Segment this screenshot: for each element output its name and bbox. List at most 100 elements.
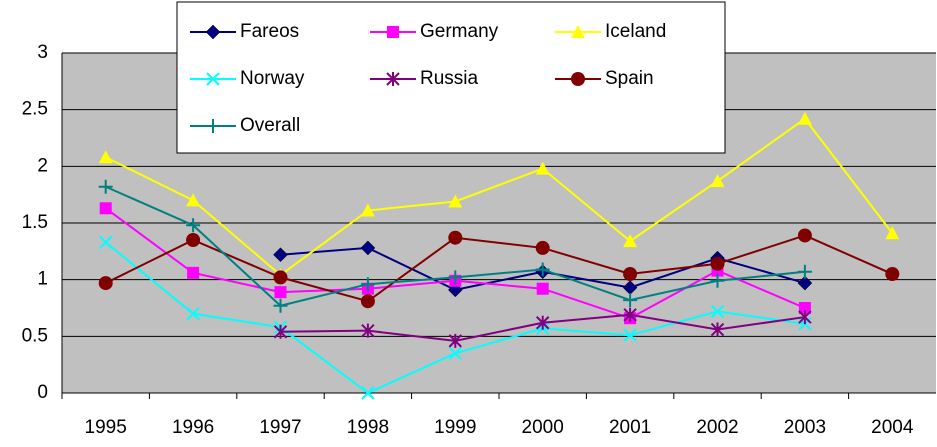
legend <box>176 1 726 154</box>
marker-shape <box>797 275 813 291</box>
marker-shape <box>623 234 638 248</box>
marker-shape <box>360 240 376 256</box>
marker <box>623 293 638 308</box>
marker <box>186 233 201 247</box>
marker <box>535 240 550 255</box>
marker-shape <box>798 310 812 325</box>
marker-shape <box>885 226 900 240</box>
x-tick-label: 2000 <box>522 417 564 438</box>
marker-shape <box>186 306 200 321</box>
y-tick-label: 3 <box>37 42 48 63</box>
marker <box>885 267 900 281</box>
marker <box>571 72 585 86</box>
y-tick-label: 0.5 <box>22 325 48 346</box>
marker-shape <box>360 203 375 217</box>
marker <box>360 240 376 256</box>
marker-shape <box>386 72 400 86</box>
marker-shape <box>186 193 201 207</box>
marker <box>205 24 221 40</box>
marker <box>386 72 400 86</box>
marker-shape <box>798 302 811 314</box>
x-tick-label: 2001 <box>609 417 651 438</box>
x-tick-label: 1996 <box>172 417 214 438</box>
marker-shape <box>206 119 220 133</box>
x-tick-label: 2002 <box>696 417 738 438</box>
marker <box>360 277 375 292</box>
marker-shape <box>535 240 550 255</box>
x-tick-label: 1999 <box>434 417 476 438</box>
marker-shape <box>187 266 200 279</box>
marker <box>448 230 463 245</box>
marker <box>186 218 201 233</box>
series-line <box>105 234 893 303</box>
marker <box>206 72 220 86</box>
x-tick-label: 2003 <box>784 417 826 438</box>
marker-shape <box>273 247 288 263</box>
marker-shape <box>98 235 113 249</box>
marker <box>360 203 375 217</box>
x-tick-label: 1998 <box>347 417 389 438</box>
marker <box>536 282 549 295</box>
marker <box>187 266 200 279</box>
marker <box>535 315 550 330</box>
marker <box>361 386 375 400</box>
marker <box>797 264 812 279</box>
x-tick-label: 1997 <box>259 417 301 438</box>
marker <box>360 294 375 309</box>
x-tick-label: 1995 <box>85 417 127 438</box>
marker-shape <box>710 304 725 319</box>
marker <box>273 298 288 313</box>
marker-shape <box>623 307 637 322</box>
marker-shape <box>98 179 113 194</box>
y-tick-label: 1 <box>37 269 48 290</box>
legend-label: Iceland <box>605 21 666 42</box>
marker <box>797 111 812 125</box>
marker-shape <box>98 276 113 291</box>
marker-shape <box>186 233 201 247</box>
marker-shape <box>536 282 549 295</box>
marker <box>798 302 811 314</box>
y-tick-label: 1.5 <box>22 212 48 233</box>
marker-shape <box>361 323 375 338</box>
legend-label: Russia <box>420 68 479 89</box>
marker <box>448 270 463 285</box>
marker <box>273 247 288 263</box>
marker-shape <box>273 298 288 313</box>
marker-shape <box>274 286 287 299</box>
marker-shape <box>98 150 113 164</box>
marker-shape <box>797 264 812 279</box>
legend-label: Norway <box>240 68 305 89</box>
marker <box>98 150 113 164</box>
marker-shape <box>571 72 585 86</box>
marker-shape <box>623 267 638 281</box>
marker-shape <box>448 346 463 361</box>
marker <box>448 194 463 208</box>
marker-shape <box>710 322 725 337</box>
marker <box>98 179 113 194</box>
legend-label: Germany <box>420 21 499 42</box>
marker <box>535 161 550 175</box>
marker-shape <box>448 230 463 245</box>
marker-shape <box>387 26 399 38</box>
marker <box>99 202 112 215</box>
marker-shape <box>710 174 725 188</box>
marker-shape <box>206 72 220 86</box>
marker-shape <box>448 333 463 348</box>
y-tick-label: 2.5 <box>22 99 48 120</box>
marker <box>710 256 725 271</box>
legend-label: Spain <box>605 68 654 89</box>
marker-shape <box>623 328 637 342</box>
legend-label: Fareos <box>240 21 299 42</box>
marker <box>273 324 288 339</box>
y-tick-label: 0 <box>37 382 48 403</box>
marker-shape <box>448 270 463 285</box>
marker <box>885 226 900 240</box>
marker <box>206 119 220 133</box>
marker-shape <box>535 315 550 330</box>
marker-shape <box>797 228 812 243</box>
marker-shape <box>710 273 725 288</box>
marker-shape <box>360 294 375 309</box>
marker-shape <box>361 386 375 400</box>
